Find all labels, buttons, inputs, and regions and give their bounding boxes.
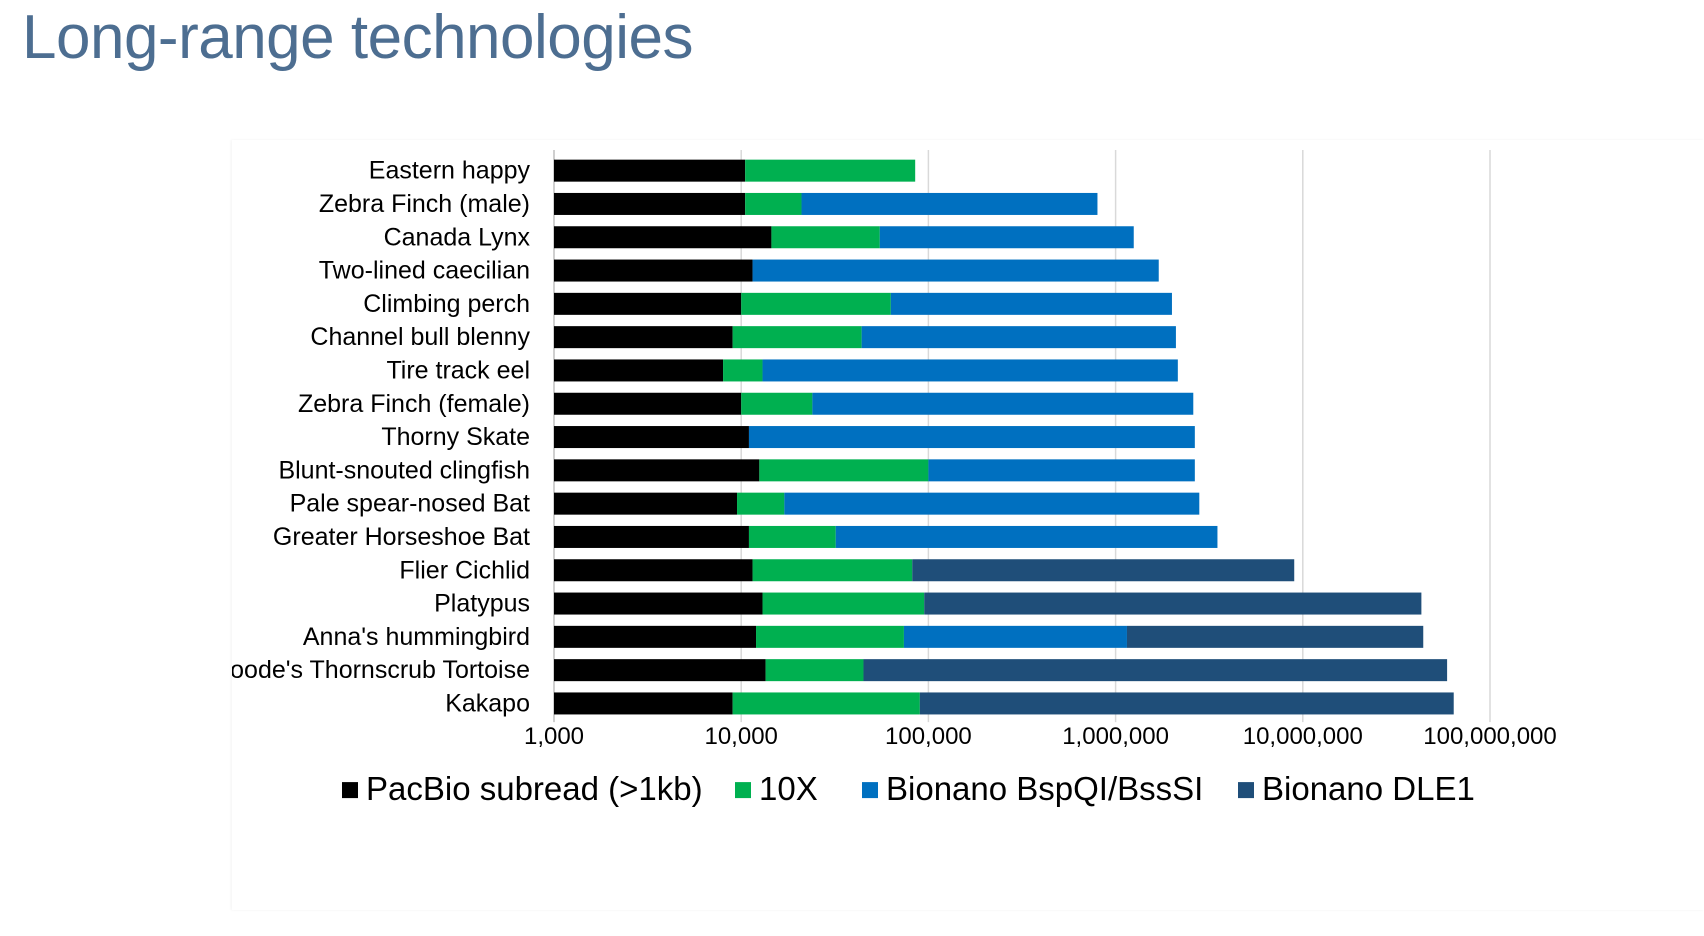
legend-label: Bionano BspQI/BssSI bbox=[886, 770, 1203, 807]
page-title: Long-range technologies bbox=[22, 3, 694, 72]
legend-label: Bionano DLE1 bbox=[1262, 770, 1475, 807]
bar-10x bbox=[737, 492, 785, 515]
x-tick-label: 1,000,000 bbox=[1062, 723, 1169, 750]
bar-10x bbox=[765, 659, 864, 682]
bar-pacbio-subread-1kb bbox=[554, 559, 753, 582]
bar-10x bbox=[745, 192, 802, 215]
bar-pacbio-subread-1kb bbox=[554, 592, 763, 615]
bar-pacbio-subread-1kb bbox=[554, 226, 772, 249]
bar-10x bbox=[741, 392, 813, 415]
legend-swatch bbox=[735, 782, 751, 799]
category-labels: Eastern happy Zebra Finch (male) Canada Ly… bbox=[232, 157, 530, 718]
bar-bionano-bspqi-bsssi bbox=[812, 392, 1194, 415]
bar-pacbio-subread-1kb bbox=[554, 525, 749, 548]
legend-swatch bbox=[342, 782, 358, 799]
bar-pacbio-subread-1kb bbox=[554, 426, 749, 449]
bar-pacbio-subread-1kb bbox=[554, 692, 733, 715]
category-label: Anna's hummingbird bbox=[303, 623, 530, 651]
bar-pacbio-subread-1kb bbox=[554, 392, 742, 415]
legend-label: PacBio subread (>1kb) bbox=[366, 770, 703, 807]
x-tick-label: 10,000 bbox=[704, 723, 777, 750]
bar-bionano-bspqi-bsssi bbox=[835, 525, 1218, 548]
bar-10x bbox=[759, 459, 929, 482]
bar-bionano-bspqi-bsssi bbox=[861, 326, 1176, 349]
chart-panel: Eastern happy Zebra Finch (male) Canada Ly… bbox=[232, 140, 1704, 910]
category-label: Thorny Skate bbox=[381, 423, 530, 451]
bar-bionano-bspqi-bsssi bbox=[784, 492, 1200, 515]
bar-pacbio-subread-1kb bbox=[554, 259, 753, 282]
bar-10x bbox=[732, 326, 862, 349]
bar-bionano-bspqi-bsssi bbox=[928, 459, 1195, 482]
bar-bionano-dle1 bbox=[912, 559, 1295, 582]
x-tick-label: 10,000,000 bbox=[1243, 723, 1363, 750]
bar-bionano-bspqi-bsssi bbox=[762, 359, 1178, 382]
stacked-bar-chart: Eastern happy Zebra Finch (male) Canada Ly… bbox=[232, 150, 1557, 807]
bar-bionano-bspqi-bsssi bbox=[903, 625, 1127, 648]
category-label: Two-lined caecilian bbox=[319, 257, 530, 285]
category-label: Blunt-snouted clingfish bbox=[278, 456, 530, 484]
category-label: Canada Lynx bbox=[384, 223, 531, 251]
category-label: Climbing perch bbox=[363, 290, 530, 318]
bar-10x bbox=[723, 359, 763, 382]
bar-pacbio-subread-1kb bbox=[554, 492, 738, 515]
bar-bionano-dle1 bbox=[1126, 625, 1424, 648]
bar-bionano-dle1 bbox=[924, 592, 1422, 615]
bar-bionano-bspqi-bsssi bbox=[748, 426, 1195, 449]
bar-10x bbox=[771, 226, 880, 249]
bar-pacbio-subread-1kb bbox=[554, 326, 733, 349]
category-label: Channel bull blenny bbox=[310, 323, 530, 351]
bar-pacbio-subread-1kb bbox=[554, 192, 746, 215]
bar-pacbio-subread-1kb bbox=[554, 659, 766, 682]
x-tick-label: 1,000 bbox=[524, 723, 584, 750]
bar-bionano-bspqi-bsssi bbox=[752, 259, 1159, 282]
bar-10x bbox=[752, 559, 913, 582]
x-tick-label: 100,000 bbox=[885, 723, 972, 750]
category-label: Platypus bbox=[434, 590, 530, 618]
bar-pacbio-subread-1kb bbox=[554, 359, 724, 382]
bar-pacbio-subread-1kb bbox=[554, 292, 742, 315]
bar-10x bbox=[748, 525, 836, 548]
x-tick-label: 100,000,000 bbox=[1423, 723, 1556, 750]
bar-pacbio-subread-1kb bbox=[554, 459, 760, 482]
legend: PacBio subread (>1kb) 10X Bionano BspQI/Bs… bbox=[342, 770, 1475, 807]
bar-bionano-bspqi-bsssi bbox=[801, 192, 1098, 215]
legend-label: 10X bbox=[759, 770, 818, 807]
category-label: Flier Cichlid bbox=[399, 556, 530, 584]
x-axis-tick-labels: 1,000 10,000 100,000 1,000,000 10,000,000 100… bbox=[524, 723, 1557, 750]
bar-bionano-bspqi-bsssi bbox=[879, 226, 1134, 249]
bar-bionano-dle1 bbox=[863, 659, 1448, 682]
bar-10x bbox=[741, 292, 891, 315]
category-label: Goode's Thornscrub Tortoise bbox=[232, 656, 530, 684]
bars bbox=[554, 159, 1454, 715]
bar-10x bbox=[732, 692, 920, 715]
bar-pacbio-subread-1kb bbox=[554, 159, 746, 182]
category-label: Kakapo bbox=[445, 689, 530, 717]
legend-swatch bbox=[1238, 782, 1254, 799]
category-label: Zebra Finch (female) bbox=[298, 390, 530, 418]
category-label: Tire track eel bbox=[386, 356, 530, 384]
category-label: Eastern happy bbox=[369, 157, 531, 185]
bar-bionano-dle1 bbox=[919, 692, 1454, 715]
category-label: Zebra Finch (male) bbox=[319, 190, 530, 218]
bar-pacbio-subread-1kb bbox=[554, 625, 757, 648]
legend-swatch bbox=[862, 782, 878, 799]
category-label: Pale spear-nosed Bat bbox=[290, 490, 530, 518]
bar-10x bbox=[756, 625, 904, 648]
bar-10x bbox=[762, 592, 925, 615]
bar-10x bbox=[745, 159, 916, 182]
bar-bionano-bspqi-bsssi bbox=[890, 292, 1172, 315]
category-label: Greater Horseshoe Bat bbox=[273, 523, 530, 551]
